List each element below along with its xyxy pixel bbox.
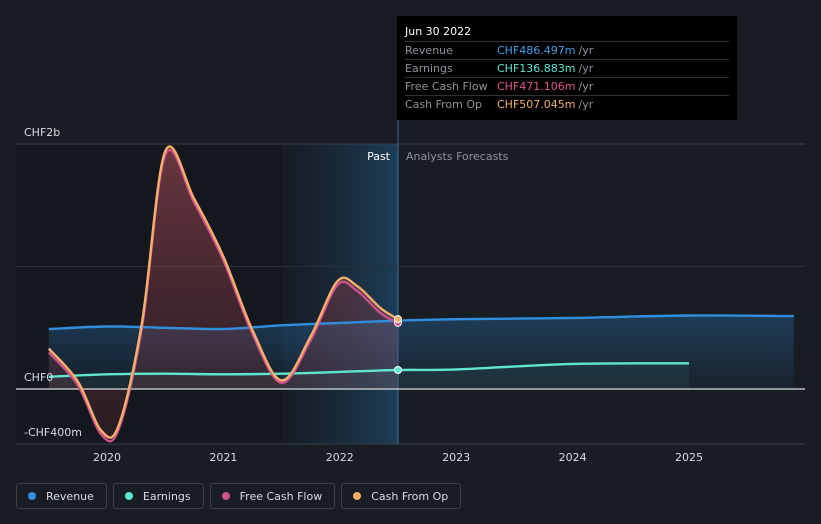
cash-from-op-dot-icon xyxy=(353,492,362,500)
tooltip-unit: /yr xyxy=(578,62,594,75)
tooltip-value: CHF507.045m xyxy=(497,98,576,111)
tooltip-markers xyxy=(394,315,402,375)
legend-label: Free Cash Flow xyxy=(239,489,323,503)
x-tick-label: 2024 xyxy=(559,451,587,464)
tooltip-label: Cash From Op xyxy=(405,98,483,111)
legend-label: Revenue xyxy=(46,489,94,503)
x-tick-label: 2025 xyxy=(675,451,703,464)
tooltip-unit: /yr xyxy=(578,98,594,111)
earnings-marker xyxy=(394,366,402,375)
x-axis-labels: 2020 2021 2022 2023 2024 2025 xyxy=(93,451,703,464)
tooltip-label: Free Cash Flow xyxy=(405,80,488,93)
y-tick-label: CHF0 xyxy=(24,371,53,384)
tooltip-date: Jun 30 2022 xyxy=(405,24,729,42)
x-tick-label: 2021 xyxy=(209,451,237,464)
tooltip-unit: /yr xyxy=(578,80,594,93)
legend-earnings-toggle[interactable]: Earnings xyxy=(112,483,204,509)
tooltip-row-earnings: Earnings CHF136.883m /yr xyxy=(405,60,729,78)
cash-from-op-line xyxy=(47,145,399,439)
free-cash-flow-line xyxy=(47,149,399,443)
tooltip-unit: /yr xyxy=(578,44,594,57)
y-tick-label: CHF2b xyxy=(24,126,60,139)
region-labels: Past Analysts Forecasts xyxy=(367,150,509,163)
legend-label: Earnings xyxy=(142,489,191,503)
legend-free-cash-flow-toggle[interactable]: Free Cash Flow xyxy=(209,483,336,509)
tooltip-value: CHF471.106m xyxy=(497,80,576,93)
earnings-area xyxy=(48,363,690,389)
cash-from-op-marker xyxy=(394,315,402,324)
tooltip-label: Earnings xyxy=(405,62,453,75)
earnings-dot-icon xyxy=(124,492,133,500)
x-tick-label: 2023 xyxy=(442,451,470,464)
revenue-line xyxy=(48,314,794,331)
legend-revenue-toggle[interactable]: Revenue xyxy=(16,483,107,509)
tooltip-row-revenue: Revenue CHF486.497m /yr xyxy=(405,42,729,60)
y-tick-label: -CHF400m xyxy=(24,426,82,439)
chart-legend: Revenue Earnings Free Cash Flow Cash Fro… xyxy=(16,483,462,509)
earnings-line xyxy=(48,362,690,378)
tooltip-row-free-cash-flow: Free Cash Flow CHF471.106m /yr xyxy=(405,78,729,96)
tooltip-label: Revenue xyxy=(405,44,453,57)
tooltip-value: CHF486.497m xyxy=(497,44,576,57)
series-lines xyxy=(16,145,805,443)
gridlines xyxy=(16,120,805,445)
y-axis-labels: CHF2b CHF0 -CHF400m xyxy=(24,126,82,439)
x-tick-label: 2022 xyxy=(326,451,354,464)
tooltip-row-cash-from-op: Cash From Op CHF507.045m /yr xyxy=(405,96,729,113)
free-cash-flow-dot-icon xyxy=(221,492,230,500)
x-tick-label: 2020 xyxy=(93,451,121,464)
forecast-label: Analysts Forecasts xyxy=(406,150,509,163)
legend-label: Cash From Op xyxy=(371,489,449,503)
hover-tooltip: Jun 30 2022 Revenue CHF486.497m /yr Earn… xyxy=(397,16,737,120)
past-label: Past xyxy=(367,150,391,163)
revenue-dot-icon xyxy=(28,492,36,500)
tooltip-value: CHF136.883m xyxy=(497,62,576,75)
legend-cash-from-op-toggle[interactable]: Cash From Op xyxy=(341,483,462,509)
